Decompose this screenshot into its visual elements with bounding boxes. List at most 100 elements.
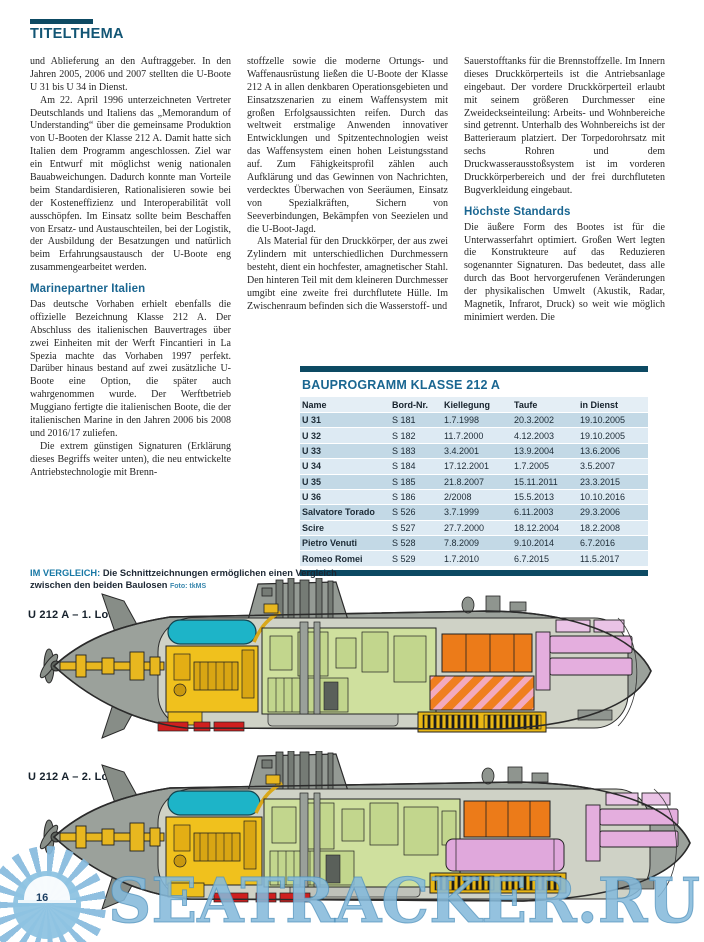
table-cell: U 33 xyxy=(300,443,390,459)
table-cell: 3.4.2001 xyxy=(442,443,512,459)
deck-fittings xyxy=(481,766,549,785)
table-cell: 11.5.2017 xyxy=(578,551,648,566)
equipment-racks xyxy=(441,633,533,673)
table-cell: S 182 xyxy=(390,428,442,443)
submarine-cutaway-1 xyxy=(39,578,652,739)
table-cell: 18.12.2004 xyxy=(512,520,578,535)
table-row: U 34 S 184 17.12.2001 1.7.2005 3.5.2007 xyxy=(300,459,648,474)
keel-elements xyxy=(213,892,311,903)
subheading-hoechste-standards: Höchste Standards xyxy=(464,205,571,218)
bauprogramm-table-box: BAUPROGRAMM KLASSE 212 A Name Bord-Nr. Kie… xyxy=(300,366,648,576)
table-cell: 15.5.2013 xyxy=(512,489,578,505)
deck-fittings xyxy=(461,595,527,614)
table-row: U 36 S 186 2/2008 15.5.2013 10.10.2016 xyxy=(300,489,648,505)
table-cell: 2/2008 xyxy=(442,489,512,505)
table-cell: 29.3.2006 xyxy=(578,505,648,520)
table-cell: S 528 xyxy=(390,536,442,551)
table-cell: S 183 xyxy=(390,443,442,459)
table-row: U 33 S 183 3.4.2001 13.9.2004 13.6.2006 xyxy=(300,443,648,459)
table-title: BAUPROGRAMM KLASSE 212 A xyxy=(302,378,501,392)
table-cell: 6.7.2015 xyxy=(512,551,578,566)
subheading-marinepartner-italien: Marinepartner Italien xyxy=(30,283,146,296)
table-cell: 27.7.2000 xyxy=(442,520,512,535)
table-cell: 23.3.2015 xyxy=(578,474,648,489)
paragraph: und Ablieferung an den Auftraggeber. In … xyxy=(30,56,231,93)
hatched-module xyxy=(429,675,535,711)
table-cell: 6.7.2016 xyxy=(578,536,648,551)
table-header-cell: Name xyxy=(300,397,390,412)
table-row: U 32 S 182 11.7.2000 4.12.2003 19.10.2005 xyxy=(300,428,648,443)
article-columns: und Ablieferung an den Auftraggeber. In … xyxy=(30,56,666,479)
table-row: Salvatore Torado S 526 3.7.1999 6.11.2003 29… xyxy=(300,505,648,520)
diagram-label-2: U 212 A – 2. Los xyxy=(28,771,115,783)
paragraph: stoffzelle sowie die moderne Ortungs- un… xyxy=(247,56,448,235)
table-top-bar xyxy=(300,366,648,372)
sail xyxy=(247,751,349,795)
table-header-cell: Kiellegung xyxy=(442,397,512,412)
table-cell: 17.12.2001 xyxy=(442,459,512,474)
table-cell: S 529 xyxy=(390,551,442,566)
table-cell: 15.11.2011 xyxy=(512,474,578,489)
table-cell: 3.7.1999 xyxy=(442,505,512,520)
paragraph: Die äußere Form des Bootes ist für die U… xyxy=(464,221,665,323)
column-3: Sauerstofftanks für die Brennstoffzelle.… xyxy=(464,56,665,479)
table-cell: U 32 xyxy=(300,428,390,443)
table-cell: Scire xyxy=(300,520,390,535)
torpedo-tubes xyxy=(585,792,679,862)
diagram-label-1: U 212 A – 1. Los xyxy=(28,609,115,621)
table-row: U 31 S 181 1.7.1998 20.3.2002 19.10.2005 xyxy=(300,413,648,428)
table-cell: U 31 xyxy=(300,413,390,428)
table-cell: Romeo Romei xyxy=(300,551,390,566)
fuel-cell-tank xyxy=(167,619,257,645)
section-label: TITELTHEMA xyxy=(30,26,124,42)
equipment-racks xyxy=(463,800,551,838)
table-bottom-bar xyxy=(300,569,648,576)
table-cell: 10.10.2016 xyxy=(578,489,648,505)
paragraph: Die extrem günstigen Signaturen (Erkläru… xyxy=(30,440,231,478)
table-cell: 20.3.2002 xyxy=(512,413,578,428)
table-cell: 7.8.2009 xyxy=(442,536,512,551)
table-header-cell: in Dienst xyxy=(578,397,648,412)
column-1: und Ablieferung an den Auftraggeber. In … xyxy=(30,56,231,479)
fuel-cell-tank xyxy=(167,790,261,816)
photo-credit: Foto: tkMS xyxy=(170,582,207,590)
section-accent-bar xyxy=(30,19,93,24)
table-cell: 1.7.2010 xyxy=(442,551,512,566)
table-cell: S 181 xyxy=(390,413,442,428)
table-cell: Pietro Venuti xyxy=(300,536,390,551)
table-cell: 4.12.2003 xyxy=(512,428,578,443)
paragraph: Am 22. April 1996 unterzeichneten Vertre… xyxy=(30,94,231,274)
machinery-section xyxy=(165,774,283,898)
table-row: U 35 S 185 21.8.2007 15.11.2011 23.3.2015 xyxy=(300,474,648,489)
table-cell: 13.6.2006 xyxy=(578,443,648,459)
table-row: Romeo Romei S 529 1.7.2010 6.7.2015 11.5.201… xyxy=(300,551,648,566)
table-cell: Salvatore Torado xyxy=(300,505,390,520)
table-row: Scire S 527 27.7.2000 18.12.2004 18.2.2008 xyxy=(300,520,648,535)
watermark-sun-band xyxy=(18,900,76,903)
table-cell: S 186 xyxy=(390,489,442,505)
caption-lead: IM VERGLEICH: xyxy=(30,568,101,578)
table-cell: 19.10.2005 xyxy=(578,428,648,443)
table-cell: 1.7.2005 xyxy=(512,459,578,474)
plenum-cylinder xyxy=(445,838,565,872)
table-cell: S 185 xyxy=(390,474,442,489)
battery-compartment xyxy=(429,872,567,894)
table-cell: U 34 xyxy=(300,459,390,474)
table-cell: 1.7.1998 xyxy=(442,413,512,428)
table-header-row: Name Bord-Nr. Kiellegung Taufe in Dienst xyxy=(300,397,648,412)
table-cell: 18.2.2008 xyxy=(578,520,648,535)
torpedo-tubes xyxy=(535,619,633,691)
table-cell: S 526 xyxy=(390,505,442,520)
table-cell: U 35 xyxy=(300,474,390,489)
table-cell: 21.8.2007 xyxy=(442,474,512,489)
table-header-cell: Bord-Nr. xyxy=(390,397,442,412)
crew-operations-section xyxy=(263,792,461,888)
column-2: stoffzelle sowie die moderne Ortungs- un… xyxy=(247,56,448,479)
table-cell: 19.10.2005 xyxy=(578,413,648,428)
hull-outline xyxy=(52,610,652,730)
table-cell: 6.11.2003 xyxy=(512,505,578,520)
table-cell: 9.10.2014 xyxy=(512,536,578,551)
table-header-cell: Taufe xyxy=(512,397,578,412)
submarine-cutaway-2 xyxy=(39,751,691,910)
